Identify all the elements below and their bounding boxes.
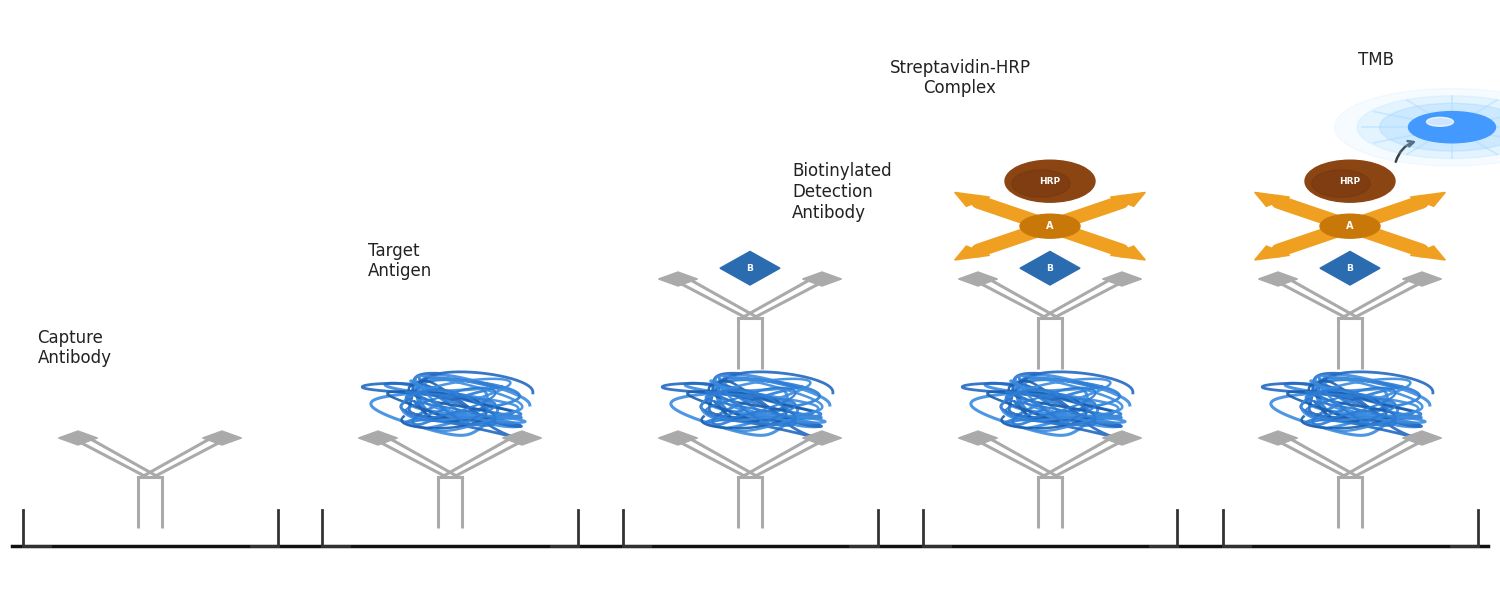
Polygon shape — [720, 251, 780, 285]
Ellipse shape — [1011, 170, 1071, 197]
Text: Target
Antigen: Target Antigen — [368, 242, 432, 280]
Polygon shape — [802, 272, 842, 286]
Polygon shape — [658, 431, 698, 445]
Polygon shape — [1110, 193, 1146, 206]
Ellipse shape — [1005, 160, 1095, 202]
Polygon shape — [1320, 251, 1380, 285]
Polygon shape — [658, 272, 698, 286]
Ellipse shape — [1358, 96, 1500, 158]
Text: B: B — [747, 263, 753, 272]
Polygon shape — [1110, 246, 1146, 260]
Ellipse shape — [1408, 112, 1496, 143]
Ellipse shape — [1335, 88, 1500, 166]
Ellipse shape — [1311, 170, 1371, 197]
Polygon shape — [1258, 272, 1298, 286]
Ellipse shape — [1380, 103, 1500, 151]
Polygon shape — [1410, 193, 1446, 206]
Text: Capture
Antibody: Capture Antibody — [38, 329, 111, 367]
Polygon shape — [954, 246, 990, 260]
Text: A: A — [1347, 221, 1353, 231]
Circle shape — [1020, 214, 1080, 238]
Polygon shape — [503, 431, 542, 445]
Text: Biotinylated
Detection
Antibody: Biotinylated Detection Antibody — [792, 162, 891, 222]
Text: HRP: HRP — [1340, 176, 1360, 186]
Text: TMB: TMB — [1358, 51, 1394, 69]
Text: A: A — [1047, 221, 1053, 231]
Polygon shape — [1254, 193, 1290, 206]
Polygon shape — [1402, 272, 1441, 286]
Polygon shape — [1410, 246, 1446, 260]
Polygon shape — [954, 193, 990, 206]
Text: HRP: HRP — [1040, 176, 1060, 186]
Text: B: B — [1347, 263, 1353, 272]
Polygon shape — [1102, 431, 1142, 445]
Polygon shape — [1402, 431, 1441, 445]
Text: Streptavidin-HRP
Complex: Streptavidin-HRP Complex — [890, 59, 1030, 97]
Polygon shape — [958, 272, 998, 286]
Polygon shape — [202, 431, 242, 445]
Polygon shape — [1020, 251, 1080, 285]
Polygon shape — [358, 431, 398, 445]
Circle shape — [1320, 214, 1380, 238]
Polygon shape — [1102, 272, 1142, 286]
Polygon shape — [958, 431, 998, 445]
Polygon shape — [802, 431, 842, 445]
Ellipse shape — [1426, 118, 1454, 127]
Text: B: B — [1047, 263, 1053, 272]
Polygon shape — [58, 431, 98, 445]
Polygon shape — [1254, 246, 1290, 260]
Polygon shape — [1258, 431, 1298, 445]
Ellipse shape — [1305, 160, 1395, 202]
